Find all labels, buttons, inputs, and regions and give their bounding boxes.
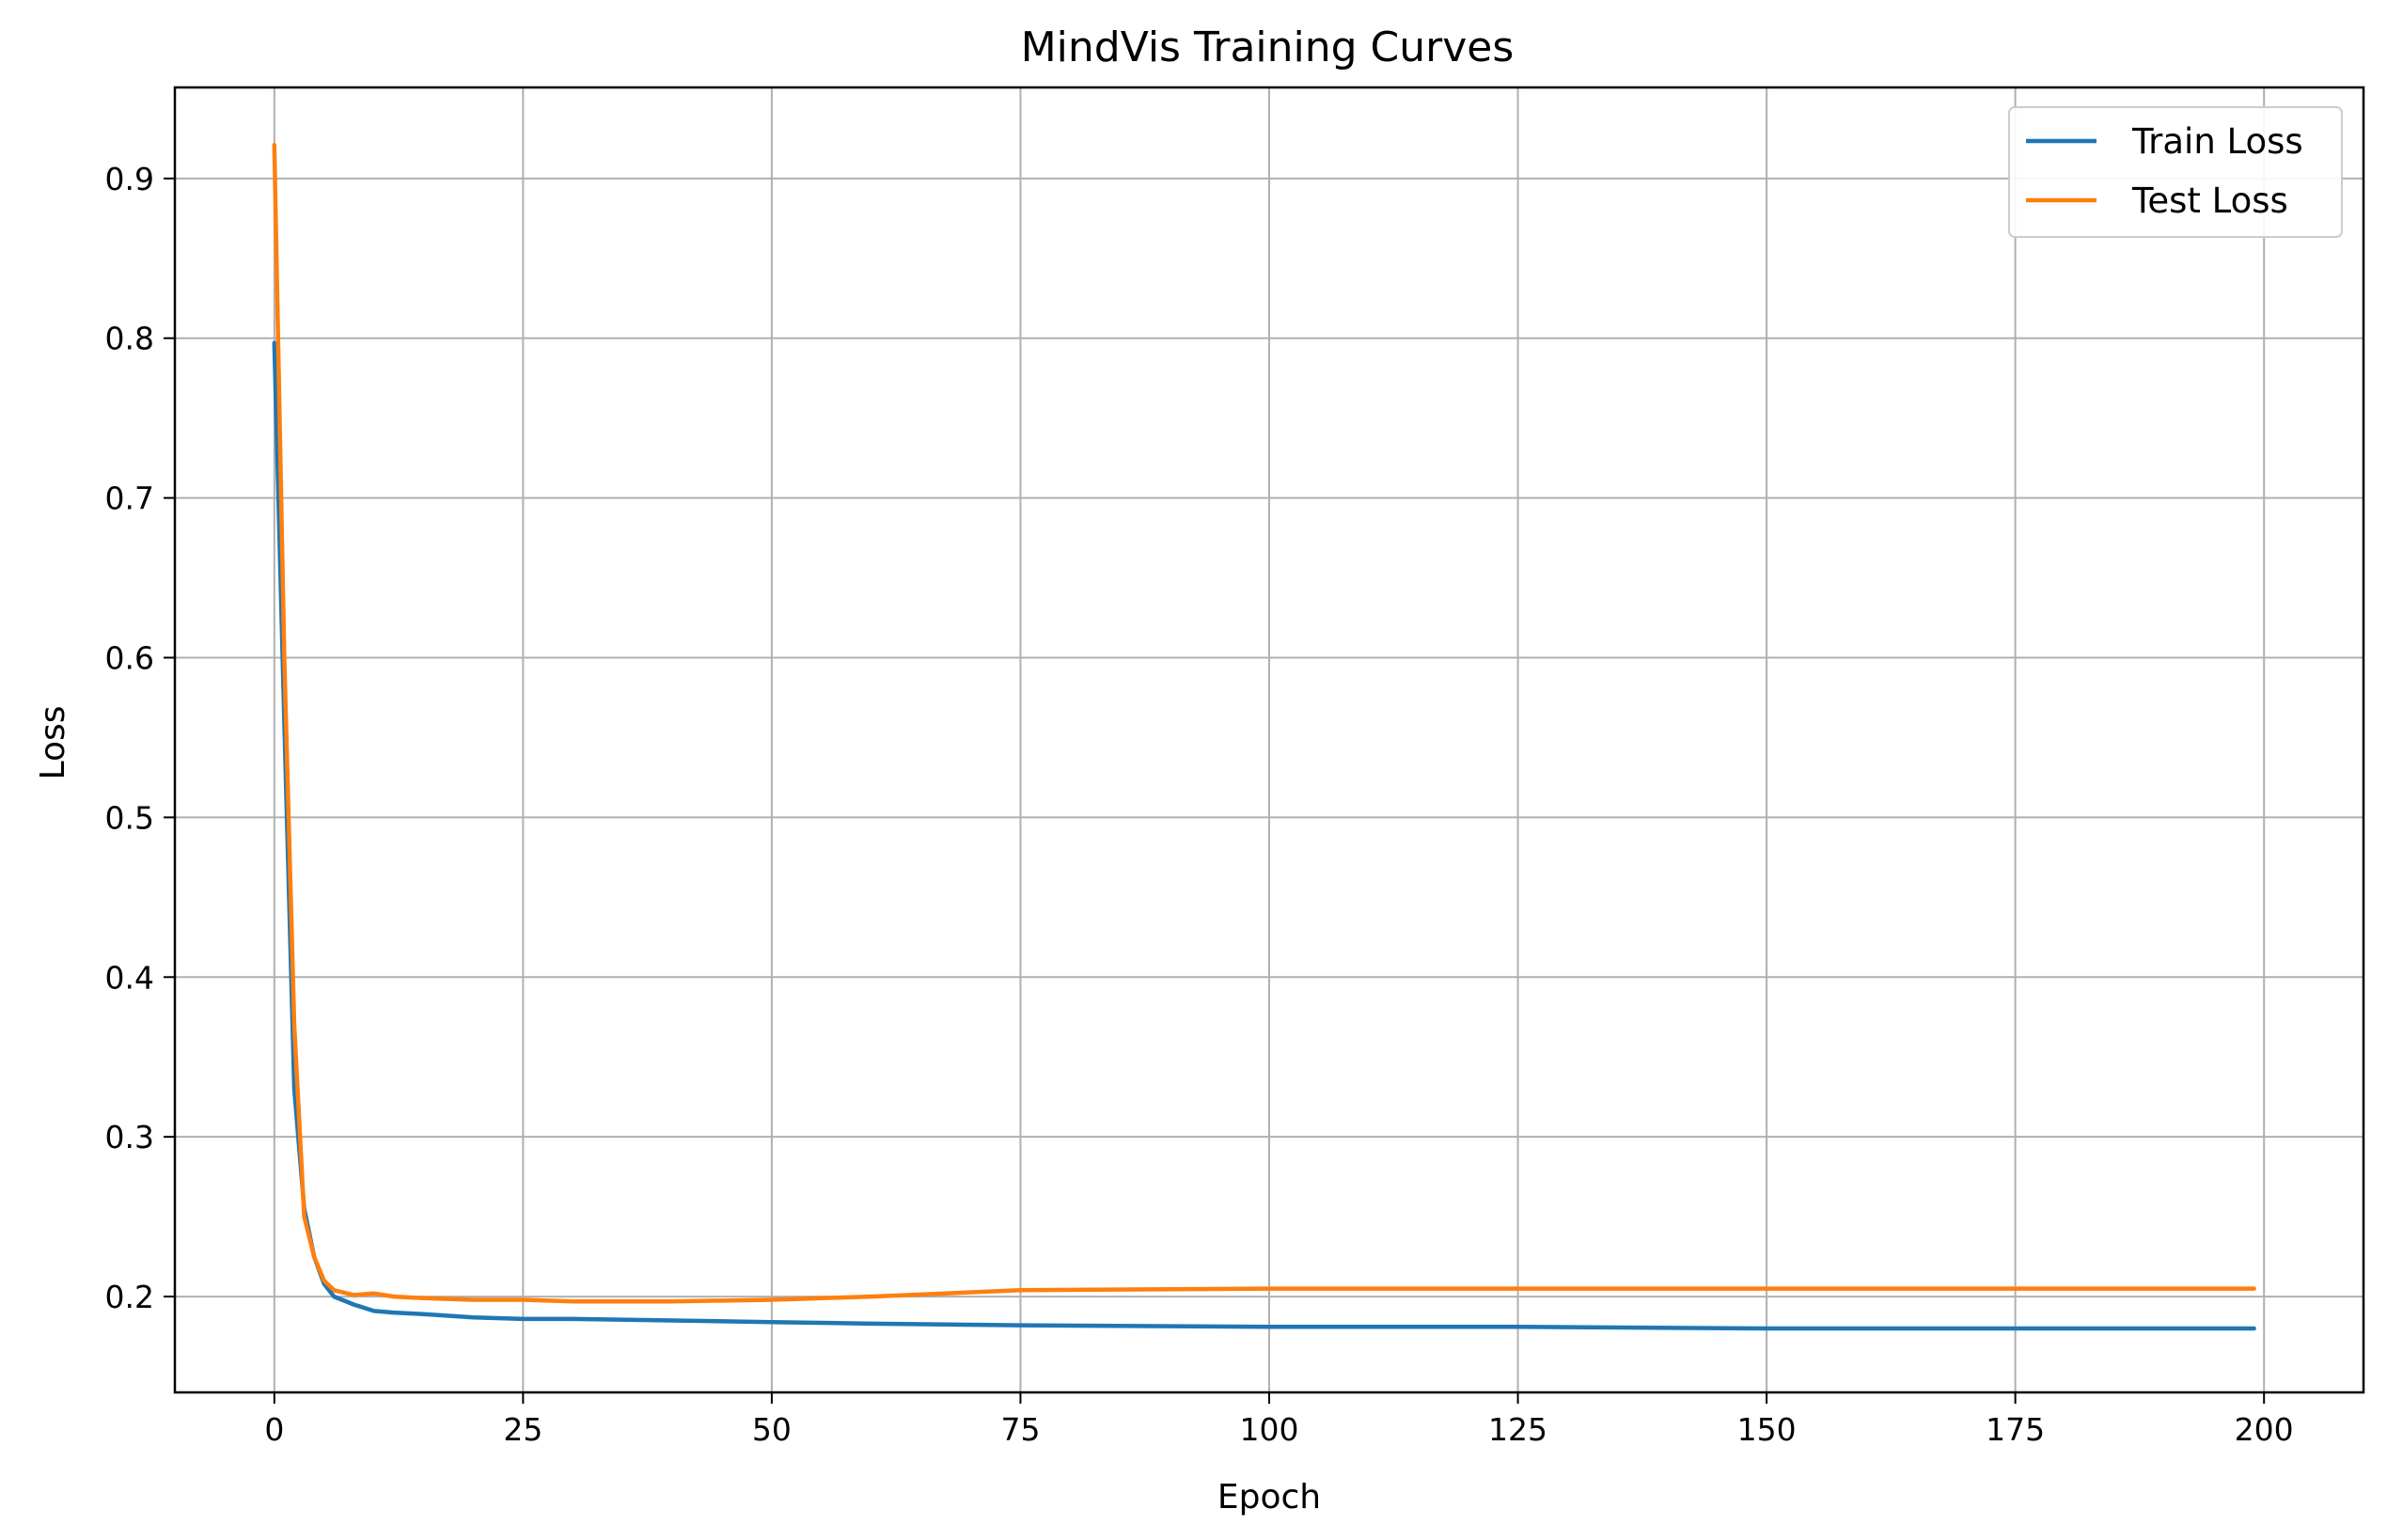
y-tick-label: 0.2 xyxy=(105,1279,154,1315)
x-tick-label: 50 xyxy=(752,1411,792,1448)
y-tick-label: 0.7 xyxy=(105,480,154,517)
y-axis-title: Loss xyxy=(34,706,72,780)
series-lines xyxy=(272,142,2256,1331)
y-tick-label: 0.5 xyxy=(105,799,154,836)
legend-label-test-loss: Test Loss xyxy=(2131,181,2288,221)
series-line-test-loss xyxy=(272,142,2256,1304)
y-tick-label: 0.9 xyxy=(105,161,154,197)
chart-title: MindVis Training Curves xyxy=(1021,24,1515,71)
x-tick-label: 150 xyxy=(1737,1411,1797,1448)
x-tick-label: 175 xyxy=(1986,1411,2045,1448)
x-tick-label: 200 xyxy=(2235,1411,2294,1448)
y-tick-label: 0.3 xyxy=(105,1119,154,1155)
x-tick-label: 25 xyxy=(503,1411,542,1448)
legend: Train Loss Test Loss xyxy=(2008,106,2343,238)
axis-ticks: 0 25 50 75 100 125 150 175 200 0.2 0.3 0.4 0.5 0.6 0.7… xyxy=(105,161,2294,1448)
x-axis-title: Epoch xyxy=(1217,1478,1321,1516)
x-tick-label: 0 xyxy=(264,1411,284,1448)
y-tick-label: 0.4 xyxy=(105,959,154,996)
y-tick-label: 0.8 xyxy=(105,321,154,357)
x-tick-label: 125 xyxy=(1488,1411,1547,1448)
legend-label-train-loss: Train Loss xyxy=(2131,121,2303,162)
x-tick-label: 100 xyxy=(1240,1411,1299,1448)
grid xyxy=(175,87,2363,1392)
y-tick-label: 0.6 xyxy=(105,640,154,677)
x-tick-label: 75 xyxy=(1000,1411,1040,1448)
